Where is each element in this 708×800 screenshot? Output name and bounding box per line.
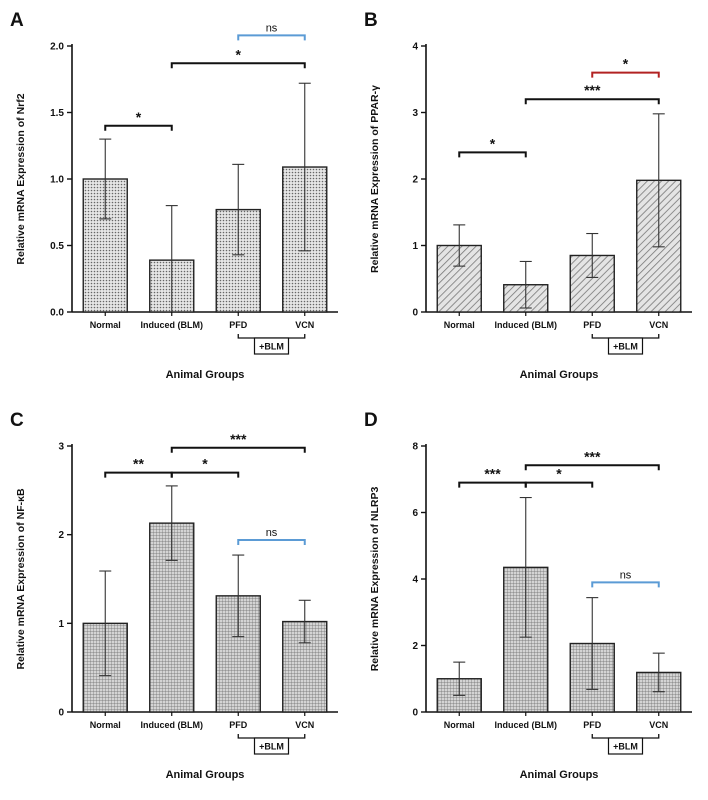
group-label-box <box>253 737 290 755</box>
significance-bracket <box>524 481 594 488</box>
x-category-label: Induced (BLM) <box>141 320 204 330</box>
y-tick-label: 6 <box>412 508 418 519</box>
significance-bracket <box>237 34 306 41</box>
group-label: +BLM <box>259 742 284 752</box>
chart-svg-b: B Relative mRNA Expression of PPAR-γ 0 1 2 3 4… <box>364 10 692 381</box>
x-category-label: VCN <box>295 320 314 330</box>
group-label-box <box>253 337 290 355</box>
significance-bracket <box>170 471 240 478</box>
x-category-label: Normal <box>444 320 475 330</box>
x-category-label: PFD <box>583 320 602 330</box>
y-tick-label: 3 <box>412 108 418 119</box>
y-tick-label: 0.0 <box>50 308 64 319</box>
significance-label: * <box>202 456 208 472</box>
significance-label: * <box>236 46 242 62</box>
group-label: +BLM <box>259 342 284 352</box>
chart-svg-c: C Relative mRNA Expression of NF-κB 0 1 2 3 No… <box>10 410 338 781</box>
chart-svg-d: D Relative mRNA Expression of NLRP3 0 2 4 6 8 N… <box>364 410 692 781</box>
significance-label: *** <box>584 82 601 98</box>
group-label-box <box>607 737 644 755</box>
y-axis-label: Relative mRNA Expression of PPAR-γ <box>369 85 381 273</box>
y-tick-label: 8 <box>412 442 418 453</box>
y-tick-label: 0 <box>412 308 418 319</box>
significance-bracket <box>591 581 660 588</box>
y-axis-label: Relative mRNA Expression of NF-κB <box>15 488 27 670</box>
panel-d: D Relative mRNA Expression of NLRP3 0 2 4 6 8 N… <box>354 400 708 800</box>
significance-label: * <box>490 135 496 151</box>
y-tick-label: 2 <box>58 530 64 541</box>
y-tick-label: 1 <box>412 241 418 252</box>
significance-bracket <box>591 71 660 78</box>
y-tick-label: 0 <box>58 708 64 719</box>
x-category-label: VCN <box>649 720 668 730</box>
y-tick-label: 2 <box>412 641 418 652</box>
x-category-label: VCN <box>295 720 314 730</box>
y-tick-label: 2 <box>412 175 418 186</box>
significance-label: ns <box>266 527 278 539</box>
group-label: +BLM <box>613 742 638 752</box>
panel-letter: C <box>10 410 24 431</box>
group-bracket <box>591 334 660 339</box>
panel-letter: B <box>364 10 378 31</box>
x-category-label: Normal <box>90 320 121 330</box>
x-category-label: Induced (BLM) <box>495 320 558 330</box>
significance-label: * <box>136 109 142 125</box>
panel-c: C Relative mRNA Expression of NF-κB 0 1 2 3 No… <box>0 400 354 800</box>
significance-label: ns <box>620 569 632 581</box>
x-axis-label: Animal Groups <box>520 769 599 781</box>
group-label: +BLM <box>613 342 638 352</box>
x-category-label: Induced (BLM) <box>141 720 204 730</box>
significance-bracket <box>170 446 306 453</box>
group-bracket <box>237 334 306 339</box>
y-tick-label: 4 <box>412 42 418 53</box>
y-axis-label: Relative mRNA Expression of NLRP3 <box>369 487 381 672</box>
y-tick-label: 0.5 <box>50 241 64 252</box>
significance-bracket <box>458 481 527 488</box>
panel-a: A Relative mRNA Expression of Nrf2 0.0 0.5 1… <box>0 0 354 400</box>
y-tick-label: 1.5 <box>50 108 64 119</box>
significance-label: * <box>556 466 562 482</box>
y-axis-label: Relative mRNA Expression of Nrf2 <box>15 93 27 264</box>
y-tick-label: 0 <box>412 708 418 719</box>
chart-svg-a: A Relative mRNA Expression of Nrf2 0.0 0.5 1… <box>10 10 338 381</box>
significance-label: ** <box>133 456 144 472</box>
group-label-box <box>607 337 644 355</box>
panel-letter: D <box>364 410 378 431</box>
x-category-label: VCN <box>649 320 668 330</box>
x-axis-label: Animal Groups <box>166 369 245 381</box>
x-category-label: PFD <box>583 720 602 730</box>
significance-label: ns <box>266 22 278 34</box>
significance-bracket <box>524 98 660 105</box>
significance-bracket <box>170 62 306 69</box>
x-category-label: PFD <box>229 320 248 330</box>
x-axis-label: Animal Groups <box>520 369 599 381</box>
significance-bracket <box>104 124 173 131</box>
significance-label: *** <box>230 431 247 447</box>
x-category-label: PFD <box>229 720 248 730</box>
x-axis-label: Animal Groups <box>166 769 245 781</box>
significance-label: * <box>623 56 629 72</box>
significance-label: *** <box>484 466 501 482</box>
panel-b: B Relative mRNA Expression of PPAR-γ 0 1 2 3 4… <box>354 0 708 400</box>
x-category-label: Normal <box>90 720 121 730</box>
y-tick-label: 3 <box>58 442 64 453</box>
x-category-label: Induced (BLM) <box>495 720 558 730</box>
y-tick-label: 1 <box>58 619 64 630</box>
significance-bracket <box>458 151 527 158</box>
significance-bracket <box>237 538 306 545</box>
x-category-label: Normal <box>444 720 475 730</box>
significance-label: *** <box>584 448 601 464</box>
significance-bracket <box>104 471 173 478</box>
y-tick-label: 1.0 <box>50 175 64 186</box>
significance-bracket <box>524 464 660 471</box>
y-tick-label: 4 <box>412 575 418 586</box>
panel-letter: A <box>10 10 24 31</box>
y-tick-label: 2.0 <box>50 42 64 53</box>
